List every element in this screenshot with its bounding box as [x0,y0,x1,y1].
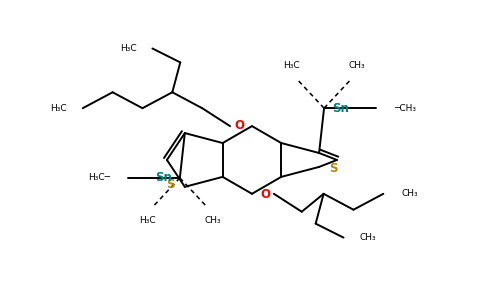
Text: CH₃: CH₃ [401,189,418,198]
Text: O: O [234,118,244,132]
Text: CH₃: CH₃ [348,61,365,70]
Text: Sn: Sn [155,171,172,184]
Text: S: S [329,162,337,176]
Text: H₃C: H₃C [50,104,67,113]
Text: ─CH₃: ─CH₃ [394,104,416,113]
Text: CH₃: CH₃ [360,233,376,242]
Text: CH₃: CH₃ [204,216,221,225]
Text: H₃C─: H₃C─ [88,173,110,182]
Text: H₃C: H₃C [120,44,136,53]
Text: Sn: Sn [332,102,349,115]
Text: H₃C: H₃C [139,216,155,225]
Text: S: S [166,178,175,191]
Text: O: O [260,188,270,201]
Text: H₃C: H₃C [283,61,300,70]
